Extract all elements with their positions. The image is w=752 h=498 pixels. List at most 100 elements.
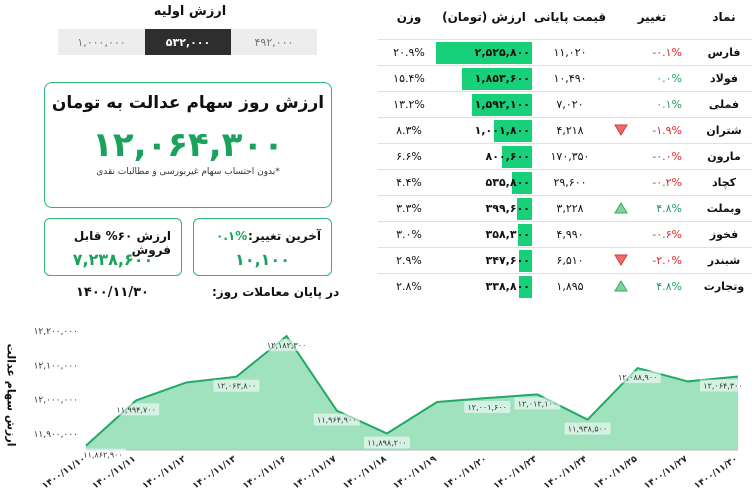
- row-symbol[interactable]: مارون: [707, 150, 741, 163]
- row-final-price: ۷,۰۲۰: [556, 98, 584, 111]
- table-header: نماد تغییر قیمت پایانی ارزش (تومان) وزن: [378, 0, 752, 38]
- table-row: فارس -۰.۱% ۱۱,۰۲۰ ۲,۵۲۵,۸۰۰ ۲۰.۹%: [378, 39, 752, 65]
- sellable-value-card: ارزش ۶۰% قابل فروش ۷,۲۳۸,۶۰۰: [44, 218, 182, 276]
- x-tick-label: ۱۴۰۰/۱۱/۲۵: [592, 454, 640, 491]
- row-value-bar: [462, 68, 532, 90]
- row-value: ۵۳۵,۸۰۰: [436, 170, 532, 196]
- y-tick-label: ۱۲,۰۰۰,۰۰۰: [34, 396, 78, 406]
- point-label-bg: [80, 448, 126, 461]
- row-symbol[interactable]: فولاد: [710, 72, 738, 85]
- row-weight: ۲.۹%: [396, 254, 422, 267]
- row-symbol[interactable]: شبندر: [707, 254, 741, 267]
- row-value-bar: [512, 172, 532, 194]
- table-row: وبملت ۴.۸% ۳,۲۲۸ ۳۹۹,۶۰۰ ۳.۳%: [378, 195, 752, 221]
- header-weight: وزن: [396, 10, 422, 24]
- row-weight: ۱۳.۲%: [393, 98, 425, 111]
- row-value: ۳۳۸,۸۰۰: [436, 274, 532, 300]
- row-change-text: -۰.۶%: [652, 228, 682, 241]
- row-value-text: ۵۳۵,۸۰۰: [485, 176, 530, 189]
- row-weight: ۲.۸%: [396, 280, 422, 293]
- row-symbol[interactable]: وتجارت: [703, 280, 745, 293]
- row-symbol[interactable]: کچاد: [711, 176, 737, 189]
- row-value-text: ۸۰۰,۶۰۰: [485, 150, 530, 163]
- point-label-bg: [700, 379, 746, 392]
- last-change-amount: ۱۰,۱۰۰: [235, 250, 290, 269]
- value-history-chart: ۱۱,۹۰۰,۰۰۰ ۱۲,۰۰۰,۰۰۰ ۱۲,۱۰۰,۰۰۰ ۱۲,۲۰۰,۰۰۰…: [34, 327, 746, 491]
- sellable-value-title: ارزش ۶۰% قابل فروش: [73, 229, 171, 257]
- point-label: ۱۱,۸۶۲,۹۰۰: [83, 451, 122, 460]
- daily-value-card: ارزش روز سهام عدالت به تومان ۱۲,۰۶۴,۳۰۰ …: [44, 82, 332, 208]
- table-row: فخوز -۰.۶% ۴,۹۹۰ ۳۵۸,۳۰۰ ۳.۰%: [378, 221, 752, 247]
- y-tick-label: ۱۲,۱۰۰,۰۰۰: [34, 361, 78, 371]
- row-value-text: ۳۹۹,۶۰۰: [485, 202, 530, 215]
- row-value-text: ۱,۵۹۲,۱۰۰: [474, 98, 530, 111]
- row-change-text: -۱.۹%: [652, 124, 682, 137]
- row-value-text: ۱,۸۵۳,۶۰۰: [474, 72, 530, 85]
- row-change-text: -۰.۰%: [652, 150, 682, 163]
- row-weight: ۴.۴%: [396, 176, 422, 189]
- x-tick-label: ۱۴۰۰/۱۱/۲۴: [542, 454, 590, 491]
- row-value: ۱,۰۰۱,۸۰۰: [436, 118, 532, 144]
- row-symbol[interactable]: فخوز: [709, 228, 739, 241]
- row-value: ۳۴۷,۶۰۰: [436, 248, 532, 274]
- point-label-bg: [464, 401, 511, 414]
- row-final-price: ۴,۹۹۰: [556, 228, 584, 241]
- row-symbol[interactable]: وبملت: [706, 202, 742, 215]
- point-label: ۱۱,۹۳۸,۵۰۰: [568, 425, 607, 434]
- row-final-price: ۲۹,۶۰۰: [553, 176, 587, 189]
- x-tick-label: ۱۴۰۰/۱۱/۱۹: [392, 454, 440, 491]
- x-tick-label: ۱۴۰۰/۱۱/۱۷: [291, 454, 339, 491]
- table-row: شتران -۱.۹% ۴,۲۱۸ ۱,۰۰۱,۸۰۰ ۸.۳%: [378, 117, 752, 143]
- row-value-text: ۳۵۸,۳۰۰: [485, 228, 530, 241]
- row-symbol[interactable]: فارس: [707, 46, 741, 59]
- x-tick-label: ۱۴۰۰/۱۱/۱۰: [41, 454, 88, 491]
- row-symbol[interactable]: شتران: [706, 124, 742, 137]
- initial-value-option-532000[interactable]: ۵۳۲,۰۰۰: [145, 29, 231, 55]
- x-tick-label: ۱۴۰۰/۱۱/۳۰: [693, 454, 740, 491]
- trading-date: ۱۴۰۰/۱۱/۳۰: [76, 285, 149, 300]
- row-final-price: ۳,۲۲۸: [556, 202, 584, 215]
- header-value: ارزش (تومان): [442, 10, 526, 24]
- initial-value-option-1000000[interactable]: ۱,۰۰۰,۰۰۰: [58, 29, 145, 55]
- row-weight: ۸.۳%: [396, 124, 422, 137]
- sellable-value-amount: ۷,۲۳۸,۶۰۰: [72, 250, 154, 269]
- row-value-bar: [472, 94, 532, 116]
- trading-date-label: در پایان معاملات روز:: [212, 285, 340, 299]
- row-value: ۳۵۸,۳۰۰: [436, 222, 532, 248]
- row-change-text: ۰.۱%: [656, 98, 682, 111]
- y-tick-label: ۱۲,۲۰۰,۰۰۰: [34, 327, 78, 337]
- row-change: ۴.۸%: [608, 196, 694, 222]
- row-weight: ۳.۰%: [396, 228, 422, 241]
- row-change-text: ۴.۸%: [656, 280, 682, 293]
- row-value: ۱,۵۹۲,۱۰۰: [436, 92, 532, 118]
- row-value-text: ۲,۵۲۵,۸۰۰: [474, 46, 530, 59]
- last-change-card: آخرین تغییر: ۰.۱% ۱۰,۱۰۰: [193, 218, 332, 276]
- row-value: ۱,۸۵۳,۶۰۰: [436, 66, 532, 92]
- point-label: ۱۲,۰۸۸,۹۰۰: [618, 373, 657, 382]
- row-change: -۲.۰%: [608, 248, 694, 274]
- row-final-price: ۶,۵۱۰: [556, 254, 584, 267]
- row-symbol[interactable]: فملی: [708, 98, 740, 111]
- x-tick-label: ۱۴۰۰/۱۱/۱۶: [241, 454, 288, 491]
- point-label: ۱۲,۰۰۱,۶۰۰: [467, 403, 506, 412]
- up-arrow-icon: [614, 280, 628, 292]
- row-final-price: ۱۰,۴۹۰: [553, 72, 587, 85]
- row-value-bar: [519, 250, 532, 272]
- row-value-text: ۱,۰۰۱,۸۰۰: [474, 124, 530, 137]
- row-value-text: ۳۳۸,۸۰۰: [485, 280, 530, 293]
- point-label: ۱۱,۹۶۴,۹۰۰: [317, 416, 356, 425]
- x-tick-label: ۱۴۰۰/۱۱/۲۷: [642, 454, 690, 491]
- row-change: ۴.۸%: [608, 274, 694, 300]
- table-row: کچاد -۰.۲% ۲۹,۶۰۰ ۵۳۵,۸۰۰ ۴.۴%: [378, 169, 752, 195]
- row-value-bar: [518, 224, 532, 246]
- row-value-bar: [494, 120, 532, 142]
- row-change-text: ۴.۸%: [656, 202, 682, 215]
- initial-value-option-492000[interactable]: ۴۹۲,۰۰۰: [231, 29, 317, 55]
- row-value: ۸۰۰,۶۰۰: [436, 144, 532, 170]
- point-label: ۱۲,۰۶۳,۸۰۰: [217, 382, 256, 391]
- daily-value-title: ارزش روز سهام عدالت به تومان: [51, 93, 325, 113]
- x-tick-label: ۱۴۰۰/۱۱/۱۸: [342, 454, 390, 491]
- point-label-bg: [514, 397, 561, 410]
- row-change-text: ۰.۰%: [656, 72, 682, 85]
- daily-value-amount: ۱۲,۰۶۴,۳۰۰: [92, 125, 284, 165]
